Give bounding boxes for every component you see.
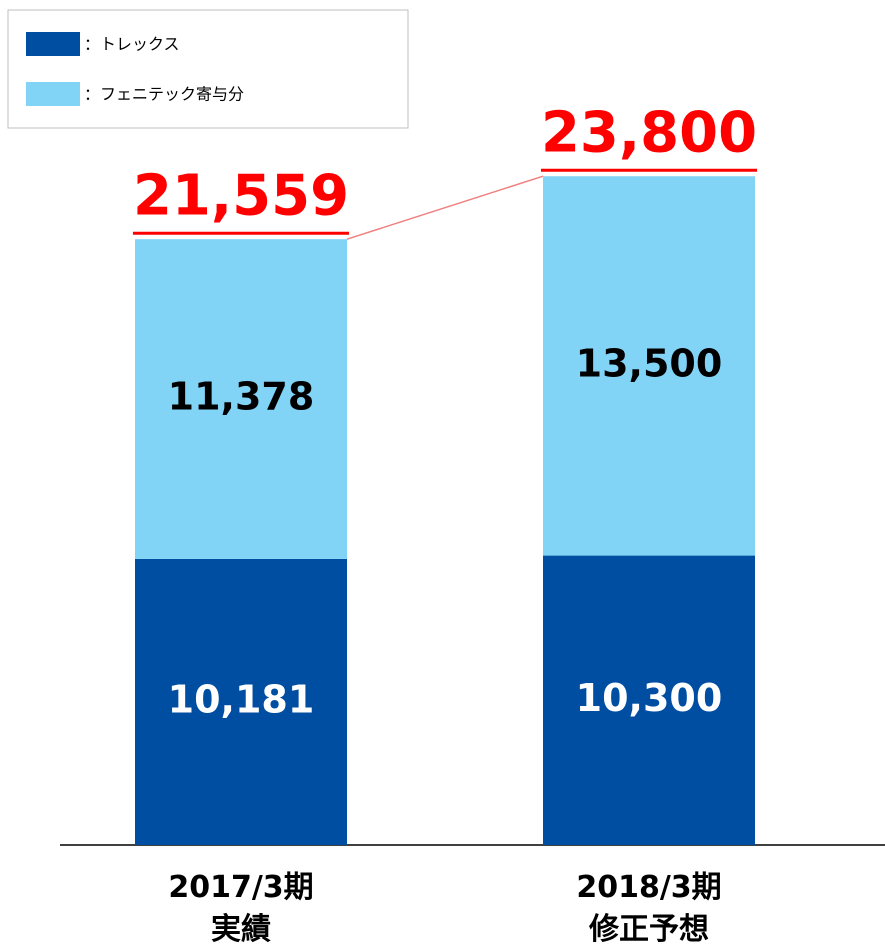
legend-box — [7, 9, 409, 129]
legend-label: ：トレックス — [84, 35, 180, 54]
connector-line — [346, 175, 544, 240]
legend-label: ：フェニテック寄与分 — [84, 85, 244, 104]
bar-segment — [135, 239, 347, 559]
x-tick-label: 2017/3期 実績 — [168, 870, 314, 944]
total-label: 21,559 — [133, 163, 349, 228]
total-label: 23,800 — [541, 100, 757, 165]
bar-segment — [543, 176, 755, 556]
value-label: 10,300 — [576, 676, 723, 720]
value-label: 13,500 — [576, 341, 723, 385]
bar-segment — [135, 558, 347, 845]
value-label: 11,378 — [168, 375, 315, 419]
value-label: 10,181 — [168, 677, 315, 721]
bar-segment — [543, 555, 755, 845]
legend-swatch — [26, 32, 80, 56]
x-tick-label: 2018/3期 修正予想 — [576, 870, 722, 944]
legend-swatch — [26, 82, 80, 106]
